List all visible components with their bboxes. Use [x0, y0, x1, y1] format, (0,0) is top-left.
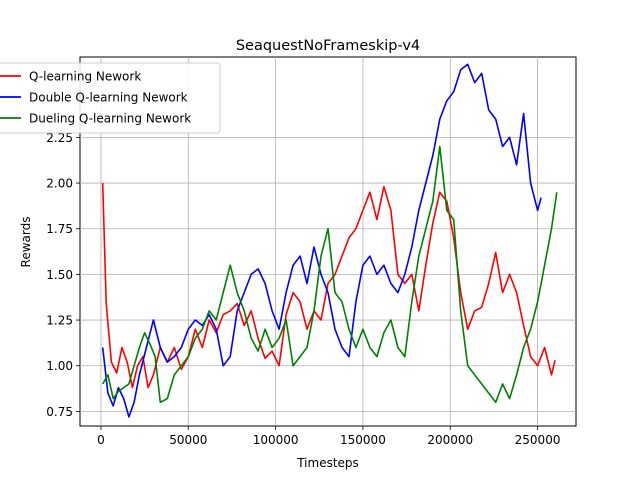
- y-axis-ticks: 0.75 1.00 1.25 1.50 1.75 2.00 2.25: [46, 131, 80, 419]
- y-tick-label: 1.00: [46, 359, 73, 373]
- series-line-3: [102, 145, 558, 404]
- x-tick-label: 200000: [427, 433, 473, 447]
- legend-label: Double Q-learning Nework: [29, 91, 188, 105]
- x-tick-label: 250000: [515, 433, 561, 447]
- x-axis-label: Timesteps: [296, 456, 359, 470]
- x-tick-label: 0: [97, 433, 105, 447]
- chart-title: SeaquestNoFrameskip-v4: [236, 38, 420, 54]
- legend-label: Q-learning Nework: [29, 70, 141, 84]
- x-axis-ticks: 0 50000 100000 150000 200000 250000: [97, 426, 560, 447]
- y-tick-label: 2.00: [46, 177, 73, 191]
- legend: Q-learning Nework Double Q-learning Newor…: [0, 62, 221, 134]
- series-line-2: [101, 63, 542, 418]
- series-lines: [101, 63, 558, 418]
- legend-box: [0, 62, 221, 134]
- y-tick-label: 1.25: [46, 314, 73, 328]
- x-tick-label: 150000: [340, 433, 386, 447]
- plot-frame: [79, 56, 577, 427]
- y-tick-label: 1.75: [46, 222, 73, 236]
- y-tick-label: 2.25: [46, 131, 73, 145]
- x-tick-label: 50000: [169, 433, 207, 447]
- y-tick-label: 1.50: [46, 268, 73, 282]
- grid: [80, 57, 576, 426]
- y-tick-label: 0.75: [46, 405, 73, 419]
- x-tick-label: 100000: [253, 433, 299, 447]
- y-axis-label: Rewards: [19, 217, 33, 268]
- legend-label: Dueling Q-learning Nework: [29, 112, 191, 126]
- series-line-1: [101, 182, 556, 389]
